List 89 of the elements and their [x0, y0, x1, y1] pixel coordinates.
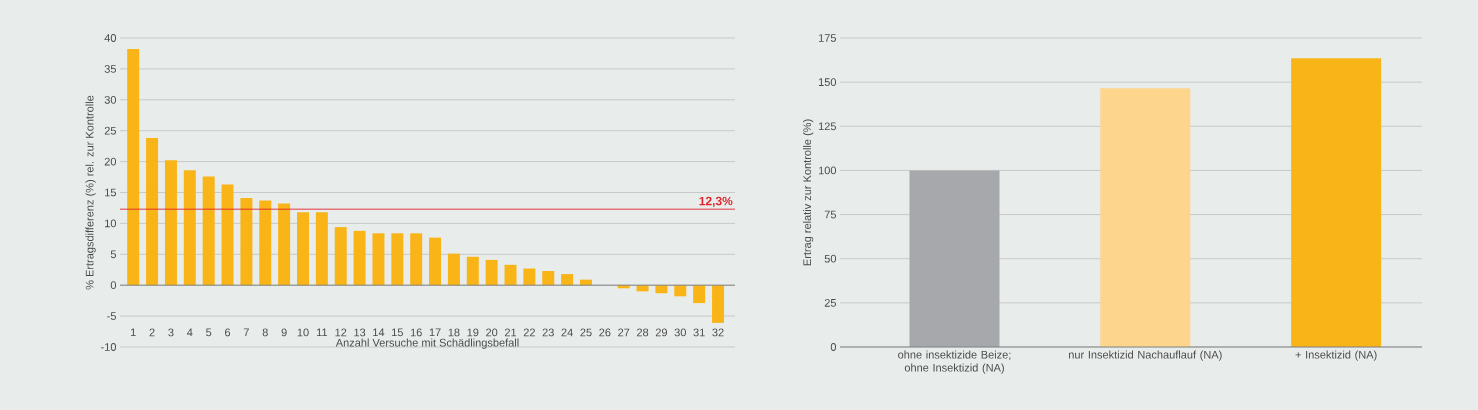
- bar: [579, 279, 592, 286]
- y-tick-label: 25: [104, 126, 116, 135]
- x-tick-label: 20: [486, 328, 498, 337]
- bar: [240, 198, 253, 286]
- x-tick-label: 28: [637, 328, 649, 337]
- x-tick-label: 3: [168, 328, 174, 337]
- x-tick-label: 22: [523, 328, 535, 337]
- y-tick-label: 25: [824, 298, 836, 307]
- bar: [674, 285, 687, 297]
- ref-line-label: 12,3%: [699, 196, 733, 207]
- bar: [466, 256, 479, 286]
- bar: [429, 237, 442, 286]
- bar: [712, 285, 725, 323]
- x-tick-label: + Insektizid (NA): [1295, 350, 1377, 361]
- y-tick-label: 75: [824, 210, 836, 219]
- bar: [561, 274, 574, 286]
- x-tick-label: 4: [187, 328, 193, 337]
- y-tick-label: 15: [105, 188, 116, 197]
- x-tick-label: 31: [693, 328, 705, 337]
- x-tick-label: 13: [354, 328, 366, 337]
- bar: [372, 233, 385, 286]
- x-tick-label: 12: [335, 328, 347, 337]
- bar: [1100, 88, 1191, 347]
- bar: [334, 227, 347, 286]
- y-tick-label: 5: [110, 250, 116, 259]
- y-tick-label: 10: [105, 219, 117, 228]
- bar: [410, 233, 423, 286]
- y-tick-label: 0: [110, 281, 117, 290]
- y-tick-label: 100: [818, 166, 837, 175]
- x-tick-label: 7: [243, 328, 249, 337]
- bar: [259, 200, 272, 286]
- bar: [542, 270, 555, 286]
- bar: [693, 285, 706, 304]
- x-tick-label: 29: [655, 328, 668, 337]
- x-tick-label: 18: [448, 328, 460, 337]
- bar: [127, 49, 140, 286]
- bar: [297, 212, 309, 286]
- bar: [523, 268, 536, 286]
- y-tick-label: 35: [104, 65, 116, 73]
- y-axis-title: Ertrag relativ zur Kontrolle (%): [803, 119, 814, 266]
- x-tick-label: 10: [297, 328, 309, 337]
- bar: [278, 203, 291, 286]
- x-tick-label: 24: [561, 328, 573, 337]
- y-tick-label: 40: [104, 34, 117, 42]
- x-tick-label: 32: [712, 328, 724, 337]
- bar: [146, 138, 159, 286]
- x-tick-label: 11: [316, 328, 328, 337]
- bar: [909, 170, 1000, 347]
- bar: [164, 160, 177, 286]
- bar: [221, 184, 234, 286]
- y-axis-title: % Ertragsdifferenz (%) rel. zur Kontrolle: [85, 95, 96, 290]
- y-tick-label: 20: [104, 157, 117, 166]
- x-tick-label: 26: [599, 328, 611, 337]
- x-tick-label: 30: [674, 328, 686, 337]
- y-tick-label: 125: [818, 122, 836, 131]
- x-tick-label: ohne insektizide Beize; ohne Insektizid (NA): [898, 350, 1011, 374]
- x-tick-label: 6: [225, 328, 231, 337]
- y-tick-label: 30: [104, 95, 117, 104]
- x-tick-label: 8: [262, 328, 268, 337]
- y-tick-label: 0: [830, 343, 837, 351]
- y-tick-label: -5: [107, 312, 116, 320]
- x-axis-title: Anzahl Versuche mit Schädlingsbefall: [335, 338, 519, 349]
- x-tick-label: nur Insektizid Nachauflauf (NA): [1069, 350, 1222, 361]
- y-tick-label: 50: [824, 254, 837, 263]
- x-tick-label: 23: [542, 328, 554, 337]
- x-tick-label: 25: [580, 328, 592, 337]
- bar: [315, 212, 328, 286]
- bar: [353, 230, 366, 286]
- bar: [391, 233, 404, 286]
- x-tick-label: 17: [429, 328, 441, 337]
- x-tick-label: 1: [130, 328, 136, 337]
- x-tick-label: 27: [618, 328, 630, 337]
- y-tick-label: 175: [818, 34, 836, 42]
- x-tick-label: 16: [410, 328, 422, 337]
- x-tick-label: 15: [392, 328, 403, 337]
- x-tick-label: 5: [206, 328, 212, 337]
- x-tick-label: 9: [281, 328, 287, 337]
- x-tick-label: 21: [504, 328, 517, 337]
- x-tick-label: 19: [467, 328, 479, 337]
- bar: [447, 253, 460, 286]
- y-tick-label: -10: [101, 343, 117, 351]
- x-tick-label: 14: [373, 328, 385, 337]
- bar: [1291, 58, 1382, 347]
- bar: [183, 170, 196, 286]
- bar: [485, 259, 498, 286]
- y-tick-label: 150: [818, 78, 837, 87]
- bar: [202, 176, 215, 286]
- bar: [504, 264, 517, 286]
- x-tick-label: 2: [149, 328, 155, 337]
